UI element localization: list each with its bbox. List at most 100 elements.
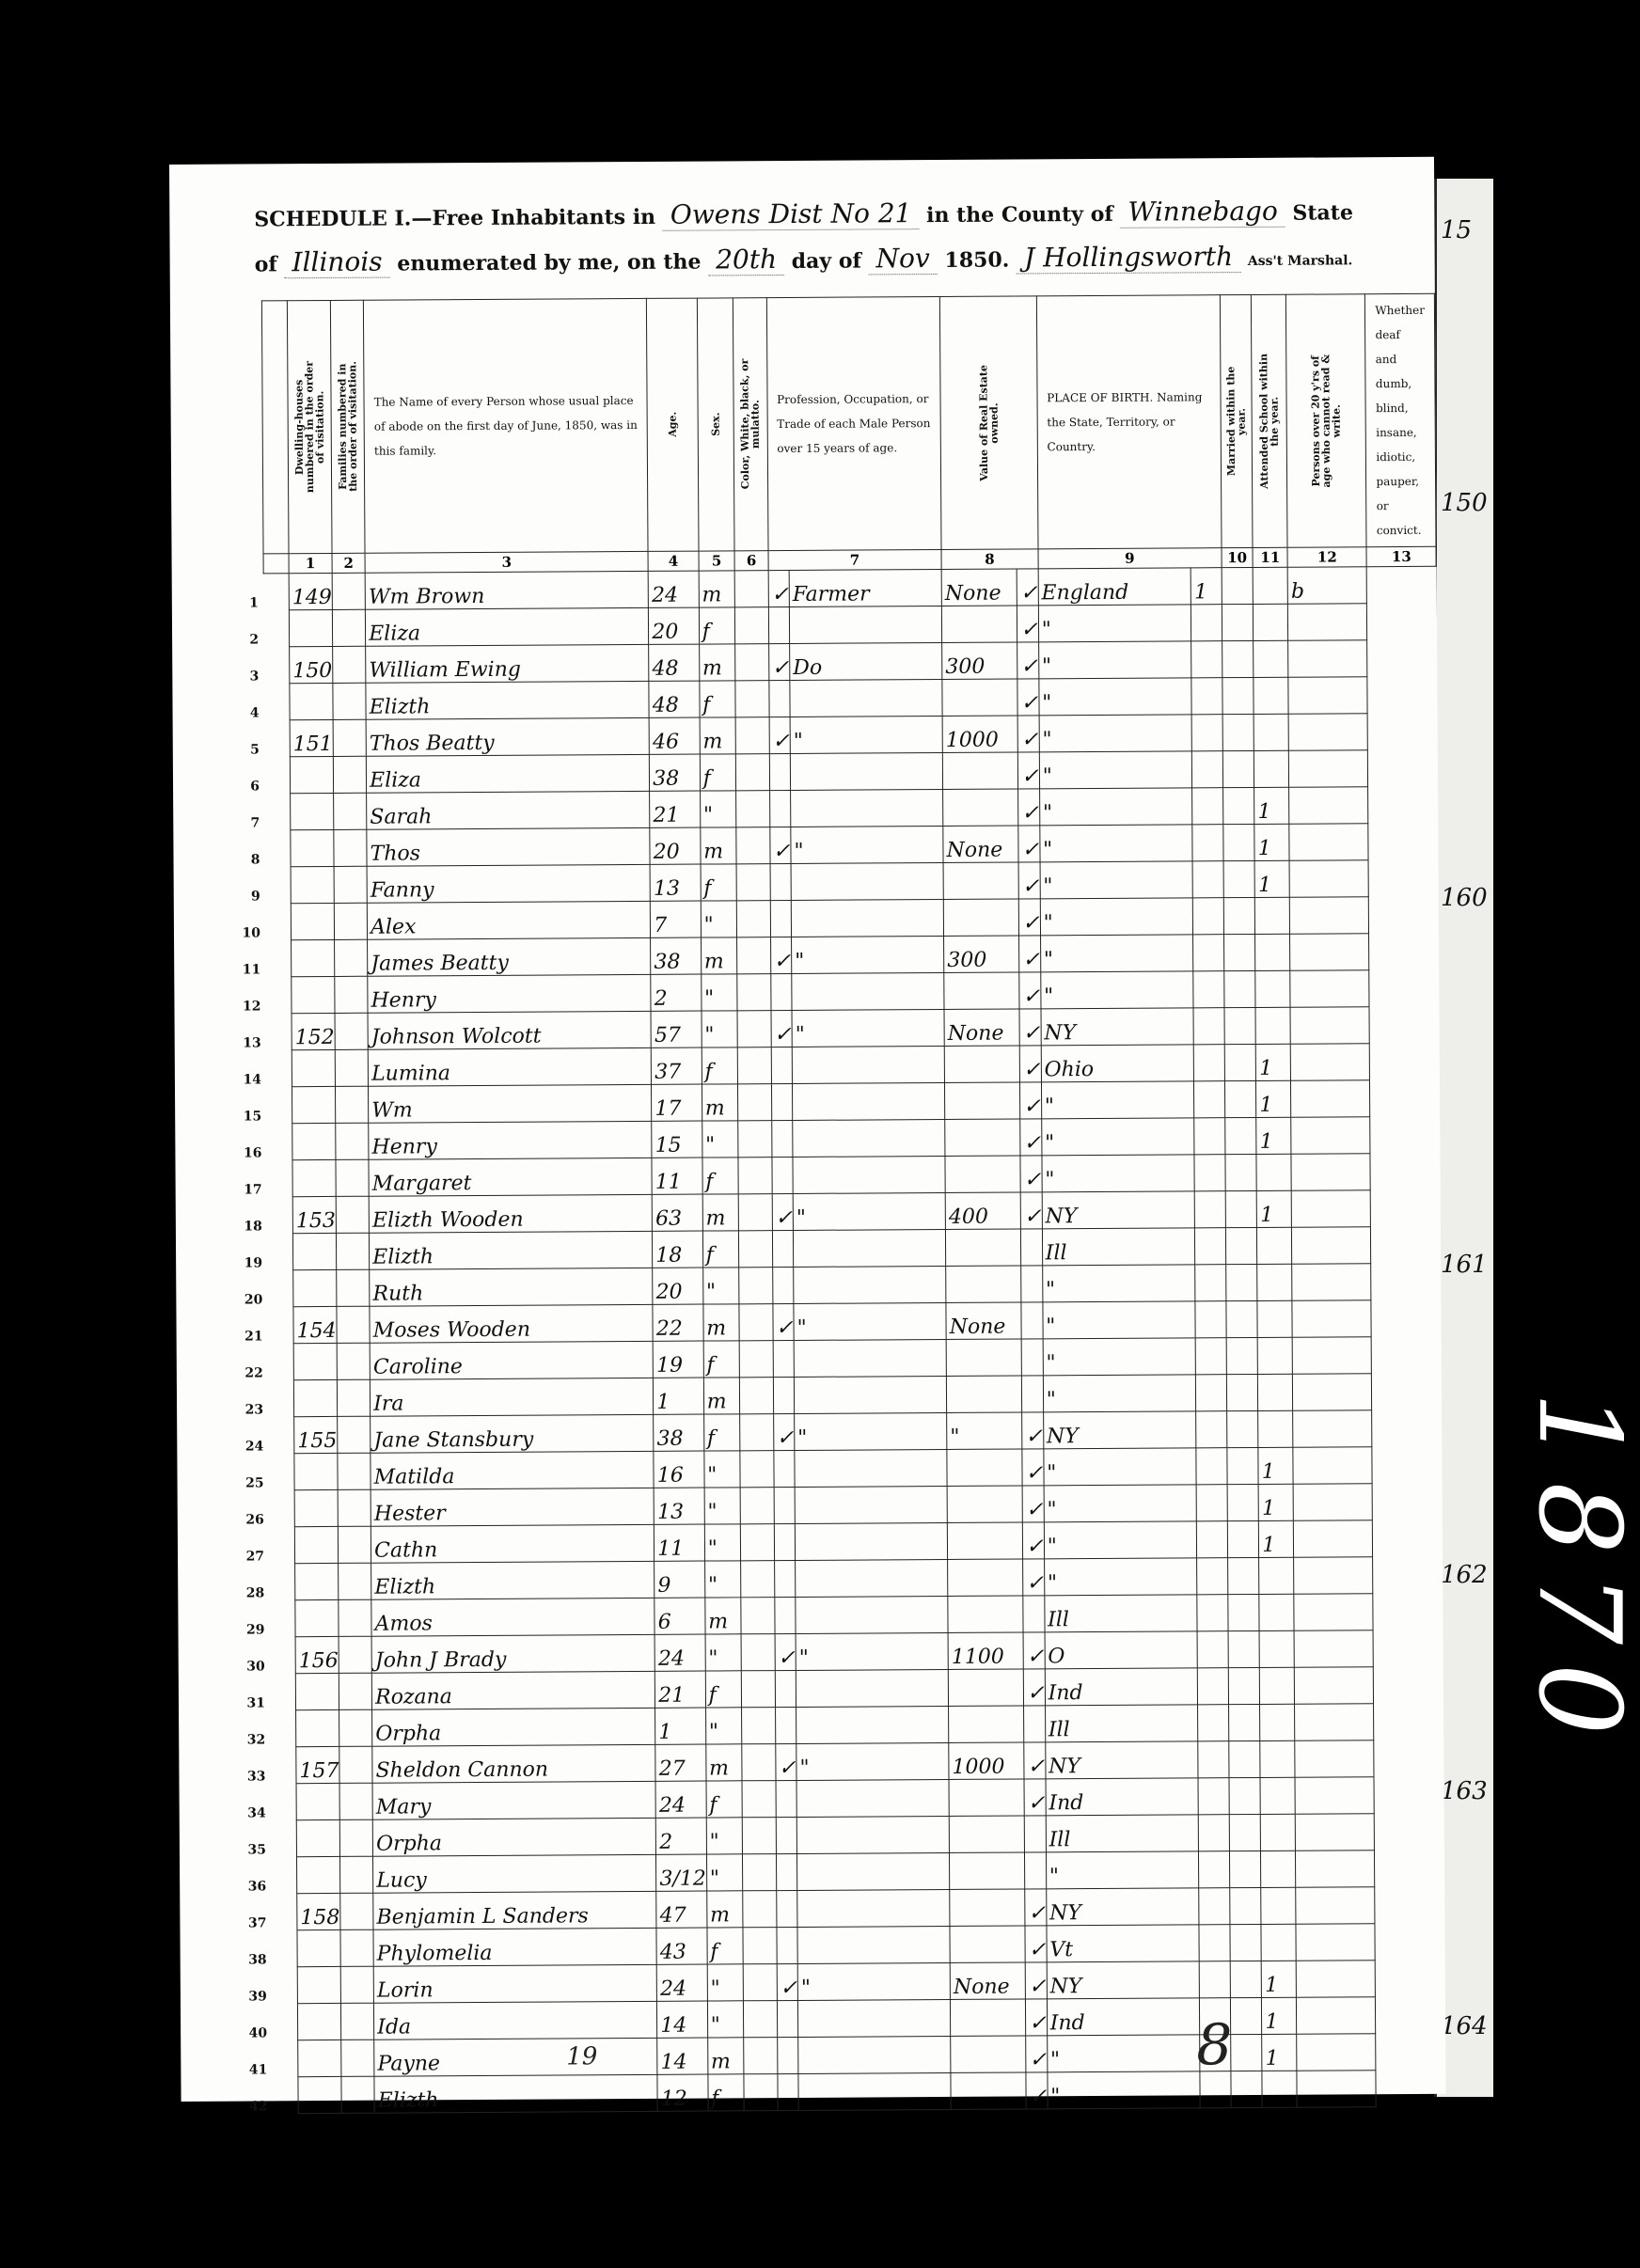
family-number — [339, 1746, 373, 1784]
occupation-cell: Farmer — [789, 569, 942, 607]
birthplace-cell: " — [1038, 640, 1192, 679]
check-mark: ✓ — [769, 827, 792, 864]
check-mark: ✓ — [1025, 1925, 1047, 1962]
table-row: 39 Lorin 24 " ✓ " None ✓ NY 1 — [248, 1960, 1444, 2004]
condition-cell — [1290, 1079, 1371, 1118]
school-cell — [1223, 1007, 1256, 1045]
illiterate-cell: 1 — [1254, 824, 1290, 861]
condition-cell — [1290, 1116, 1371, 1155]
dwelling-number — [297, 2076, 342, 2114]
family-number — [333, 829, 368, 867]
sex-cell: m — [707, 2037, 745, 2075]
sex-cell: " — [702, 1120, 739, 1158]
family-number — [333, 793, 367, 830]
illiterate-cell — [1257, 1300, 1293, 1338]
column-header-label: Value of Real Estate owned. — [977, 364, 1001, 481]
condition-cell — [1288, 823, 1369, 861]
real-estate-value — [950, 2035, 1027, 2073]
illiterate-cell — [1257, 1374, 1293, 1411]
sex-cell: m — [702, 1303, 740, 1342]
sex-cell: f — [699, 606, 736, 645]
birthplace-cell: " — [1041, 1117, 1195, 1156]
illiterate-cell: 1 — [1256, 1190, 1292, 1228]
family-number — [339, 1709, 372, 1747]
illiterate-cell — [1254, 897, 1290, 935]
real-estate-value: None — [946, 1301, 1022, 1340]
real-estate-value — [943, 971, 1020, 1010]
illiterate-cell — [1256, 1227, 1292, 1265]
color-cell — [743, 1927, 777, 1964]
year-label: 1850. — [944, 247, 1010, 273]
film-stamp: 1870 — [1513, 1392, 1640, 1755]
line-number: 33 — [246, 1768, 266, 1785]
condition-cell — [1290, 1006, 1370, 1045]
line-number: 6 — [250, 778, 260, 794]
check-mark: ✓ — [1026, 2071, 1048, 2109]
column-header-9: PLACE OF BIRTH. Naming the State, Territ… — [1036, 294, 1222, 549]
line-number: 11 — [242, 961, 261, 978]
place-field: Owens Dist No 21 — [662, 197, 920, 231]
birthplace-cell: " — [1047, 2034, 1201, 2072]
dwelling-number: 153 — [292, 1196, 337, 1234]
illiterate-cell — [1253, 604, 1288, 641]
check-mark — [776, 1890, 797, 1928]
school-cell — [1222, 640, 1254, 678]
check-mark: ✓ — [1025, 1998, 1048, 2036]
condition-cell — [1287, 639, 1368, 678]
line-number: 42 — [249, 2098, 268, 2115]
sex-cell: f — [706, 1927, 744, 1965]
check-mark: ✓ — [1017, 641, 1039, 679]
real-estate-value — [947, 1485, 1023, 1523]
occupation-cell — [792, 1156, 946, 1194]
school-cell — [1229, 1924, 1262, 1961]
column-number: 10 — [1221, 547, 1254, 568]
condition-cell — [1291, 1263, 1372, 1301]
married-cell — [1191, 714, 1223, 751]
age-cell: 17 — [651, 1084, 702, 1122]
real-estate-value: 400 — [945, 1191, 1021, 1230]
school-cell — [1225, 1337, 1258, 1375]
age-cell: 48 — [648, 644, 700, 682]
dwelling-number — [290, 756, 334, 794]
dwelling-number — [291, 903, 335, 940]
married-cell — [1191, 640, 1222, 678]
age-cell: 12 — [657, 2074, 708, 2112]
married-cell — [1191, 787, 1223, 825]
person-name: Cathn — [371, 1524, 654, 1564]
sex-cell: " — [706, 1853, 744, 1892]
age-cell: 37 — [651, 1047, 702, 1085]
occupation-cell — [791, 972, 945, 1011]
age-cell: 1 — [654, 1708, 706, 1745]
line-number: 15 — [243, 1108, 262, 1125]
family-number — [339, 1673, 372, 1710]
illiterate-cell — [1260, 1851, 1296, 1888]
table-row: 7 Sarah 21 " ✓ " 1 — [250, 786, 1438, 830]
table-row: 8 Thos 20 m ✓ " None ✓ " 1 — [251, 823, 1438, 867]
real-estate-value — [943, 898, 1019, 937]
line-number: 10 — [242, 924, 261, 941]
condition-cell — [1294, 1666, 1374, 1705]
line-number: 7 — [250, 814, 260, 830]
line-number: 21 — [244, 1328, 263, 1345]
person-name: Orpha — [372, 1818, 656, 1857]
real-estate-value — [949, 1888, 1026, 1927]
schedule-title: SCHEDULE I.—Free Inhabitants in — [254, 204, 656, 232]
family-number — [332, 573, 366, 610]
sex-cell: m — [699, 717, 736, 755]
condition-cell — [1288, 713, 1368, 751]
age-cell: 3/12 — [655, 1854, 707, 1892]
condition-cell — [1292, 1446, 1373, 1485]
school-cell — [1222, 604, 1254, 641]
birthplace-cell: " — [1038, 714, 1192, 752]
adjacent-page-fragment: 162 — [1441, 1561, 1488, 1589]
illiterate-cell — [1254, 677, 1289, 715]
condition-cell — [1292, 1373, 1373, 1411]
age-cell: 14 — [656, 2038, 708, 2075]
color-cell — [741, 1670, 776, 1708]
column-number: 1 — [289, 553, 333, 574]
check-mark — [777, 2037, 798, 2074]
real-estate-value — [951, 2071, 1027, 2110]
married-cell — [1196, 1447, 1227, 1485]
married-cell — [1198, 1887, 1230, 1925]
line-number: 32 — [246, 1731, 266, 1748]
